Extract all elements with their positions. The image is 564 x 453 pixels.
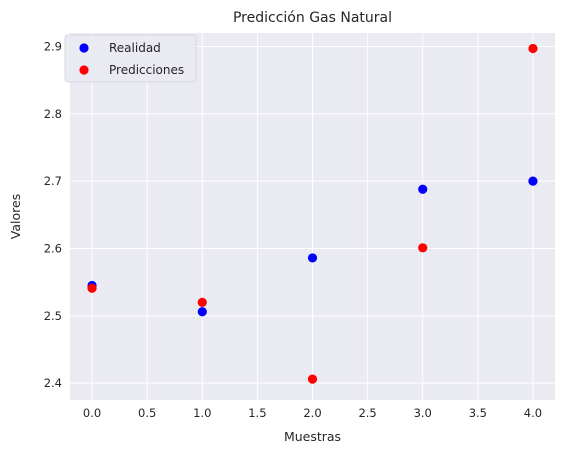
legend-box — [64, 34, 197, 83]
x-tick-label: 2.5 — [358, 406, 376, 420]
x-tick-label: 1.5 — [248, 406, 266, 420]
x-axis-ticks: 0.0 0.5 1.0 1.5 2.0 2.5 3.0 3.5 4.0 — [83, 406, 542, 420]
data-point-predicciones — [197, 297, 207, 307]
y-tick-label: 2.4 — [44, 376, 62, 390]
data-point-realidad — [197, 307, 207, 317]
x-tick-label: 0.0 — [83, 406, 101, 420]
data-point-realidad — [528, 176, 538, 186]
x-axis-label: Muestras — [284, 429, 341, 444]
legend: Realidad Predicciones — [64, 34, 197, 83]
data-point-realidad — [307, 253, 318, 263]
y-axis-ticks: 2.4 2.5 2.6 2.7 2.8 2.9 — [44, 39, 62, 390]
y-tick-label: 2.6 — [44, 241, 62, 255]
x-tick-label: 2.0 — [303, 406, 321, 420]
y-tick-label: 2.8 — [44, 107, 62, 121]
y-tick-label: 2.7 — [44, 174, 62, 188]
legend-label: Predicciones — [109, 63, 184, 77]
data-point-realidad — [418, 184, 428, 194]
legend-marker — [79, 43, 89, 53]
x-tick-label: 0.5 — [138, 406, 156, 420]
data-point-predicciones — [418, 243, 428, 253]
data-point-predicciones — [307, 374, 318, 384]
chart-title: Predicción Gas Natural — [233, 10, 392, 26]
data-points — [87, 43, 538, 384]
legend-marker — [79, 65, 89, 75]
x-tick-label: 1.0 — [193, 406, 211, 420]
legend-label: Realidad — [109, 41, 161, 55]
data-point-predicciones — [87, 283, 97, 293]
data-point-predicciones — [528, 43, 538, 54]
y-tick-label: 2.5 — [44, 309, 62, 323]
y-axis-label: Valores — [8, 194, 23, 239]
x-tick-label: 4.0 — [524, 406, 542, 420]
x-tick-label: 3.5 — [469, 406, 487, 420]
y-tick-label: 2.9 — [44, 39, 62, 53]
x-tick-label: 3.0 — [414, 406, 432, 420]
